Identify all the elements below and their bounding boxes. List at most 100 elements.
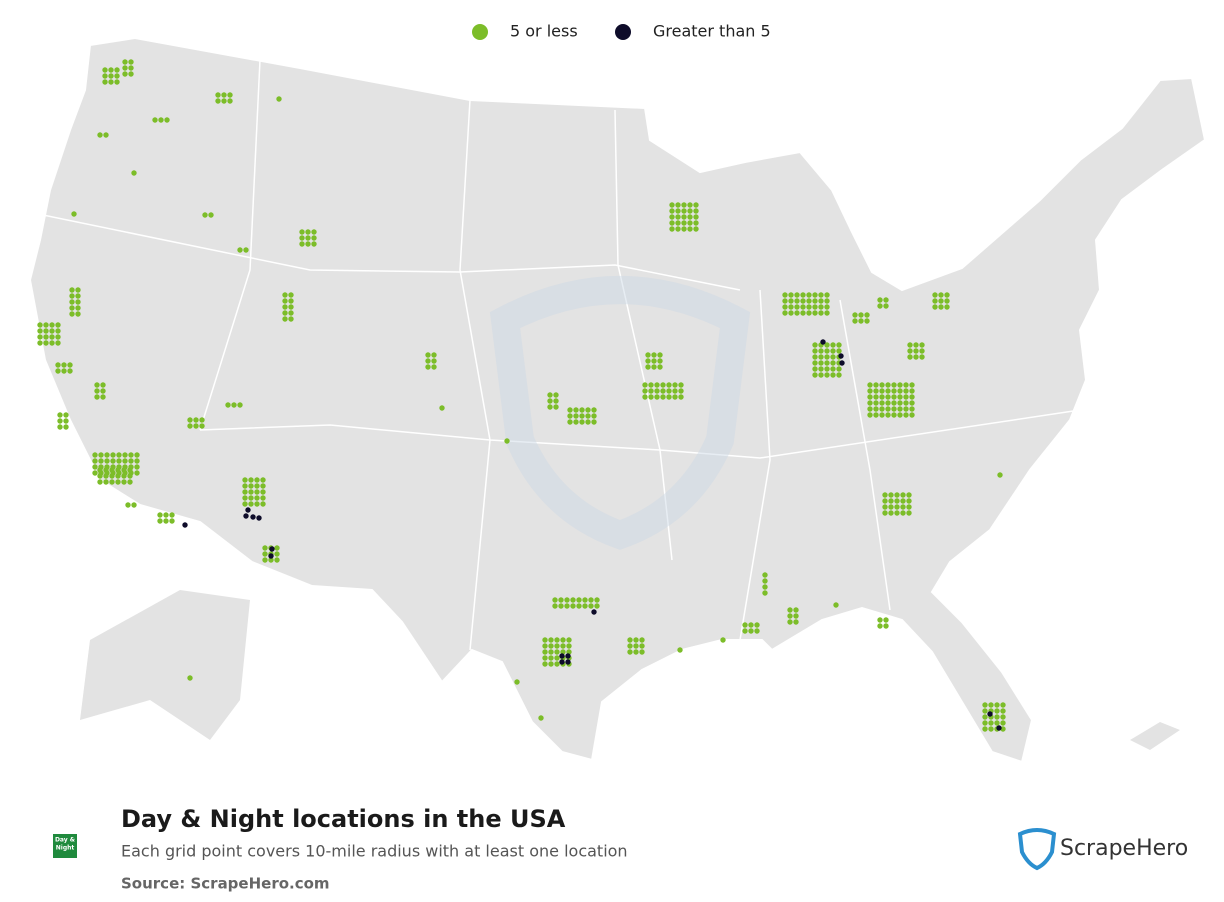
location-dot: [49, 322, 55, 328]
location-dot: [830, 342, 836, 348]
location-dot: [891, 406, 897, 412]
location-dot: [37, 322, 43, 328]
location-dot: [108, 67, 114, 73]
location-dot: [75, 311, 81, 317]
location-dot: [262, 557, 268, 563]
location-dot: [824, 292, 830, 298]
location-dot: [879, 388, 885, 394]
location-dot: [67, 368, 73, 374]
location-dot: [919, 342, 925, 348]
location-dot: [260, 477, 266, 483]
location-dot: [208, 212, 214, 218]
location-dot: [564, 603, 570, 609]
location-dot: [221, 98, 227, 104]
location-dot: [104, 452, 110, 458]
location-dot: [49, 340, 55, 346]
location-dot: [909, 388, 915, 394]
location-dot: [824, 372, 830, 378]
location-dot: [559, 653, 565, 659]
location-dot: [800, 292, 806, 298]
location-dot: [114, 79, 120, 85]
location-dot: [542, 637, 548, 643]
location-dot: [237, 402, 243, 408]
location-dot: [818, 360, 824, 366]
location-dot: [75, 293, 81, 299]
location-dot: [806, 304, 812, 310]
location-dot: [114, 73, 120, 79]
location-dot: [762, 572, 768, 578]
location-dot: [794, 310, 800, 316]
location-dot: [128, 65, 134, 71]
location-dot: [648, 382, 654, 388]
location-dot: [891, 412, 897, 418]
location-dot: [548, 637, 554, 643]
location-dot: [793, 613, 799, 619]
location-dot: [122, 452, 128, 458]
location-dot: [903, 400, 909, 406]
location-dot: [885, 388, 891, 394]
location-dot: [108, 79, 114, 85]
location-dot: [55, 334, 61, 340]
location-dot: [591, 413, 597, 419]
location-dot: [61, 362, 67, 368]
location-dot: [762, 578, 768, 584]
location-dot: [906, 510, 912, 516]
location-dot: [654, 394, 660, 400]
location-dot: [681, 208, 687, 214]
location-dot: [793, 619, 799, 625]
location-dot: [669, 226, 675, 232]
location-dot: [885, 400, 891, 406]
location-dot: [687, 226, 693, 232]
location-dot: [877, 623, 883, 629]
alaska: [80, 590, 250, 740]
location-dot: [127, 479, 133, 485]
legend-marker: [615, 24, 631, 40]
location-dot: [867, 400, 873, 406]
location-dot: [657, 352, 663, 358]
location-dot: [547, 398, 553, 404]
location-dot: [762, 590, 768, 596]
subtitle: Each grid point covers 10-mile radius wi…: [121, 842, 628, 861]
location-dot: [982, 720, 988, 726]
location-dot: [782, 292, 788, 298]
location-dot: [913, 348, 919, 354]
location-dot: [820, 339, 826, 345]
location-dot: [681, 214, 687, 220]
location-dot: [538, 715, 544, 721]
location-dot: [882, 492, 888, 498]
location-dot: [830, 354, 836, 360]
location-dot: [63, 418, 69, 424]
location-dot: [627, 643, 633, 649]
location-dot: [864, 312, 870, 318]
location-dot: [114, 67, 120, 73]
location-dot: [997, 472, 1003, 478]
location-dot: [836, 372, 842, 378]
location-dot: [100, 382, 106, 388]
location-dot: [987, 711, 993, 717]
location-dot: [92, 464, 98, 470]
location-dot: [187, 417, 193, 423]
location-dot: [882, 498, 888, 504]
location-dot: [678, 394, 684, 400]
location-dot: [260, 495, 266, 501]
location-dot: [633, 643, 639, 649]
location-dot: [157, 518, 163, 524]
location-dot: [552, 597, 558, 603]
location-dot: [560, 643, 566, 649]
location-dot: [818, 372, 824, 378]
location-dot: [903, 412, 909, 418]
location-dot: [128, 458, 134, 464]
location-dot: [900, 492, 906, 498]
location-dot: [830, 348, 836, 354]
location-dot: [794, 298, 800, 304]
location-dot: [169, 512, 175, 518]
location-dot: [57, 412, 63, 418]
location-dot: [648, 394, 654, 400]
location-dot: [102, 73, 108, 79]
location-dot: [812, 342, 818, 348]
location-dot: [642, 394, 648, 400]
location-dot: [639, 643, 645, 649]
location-dot: [122, 71, 128, 77]
location-dot: [824, 366, 830, 372]
location-dot: [909, 400, 915, 406]
